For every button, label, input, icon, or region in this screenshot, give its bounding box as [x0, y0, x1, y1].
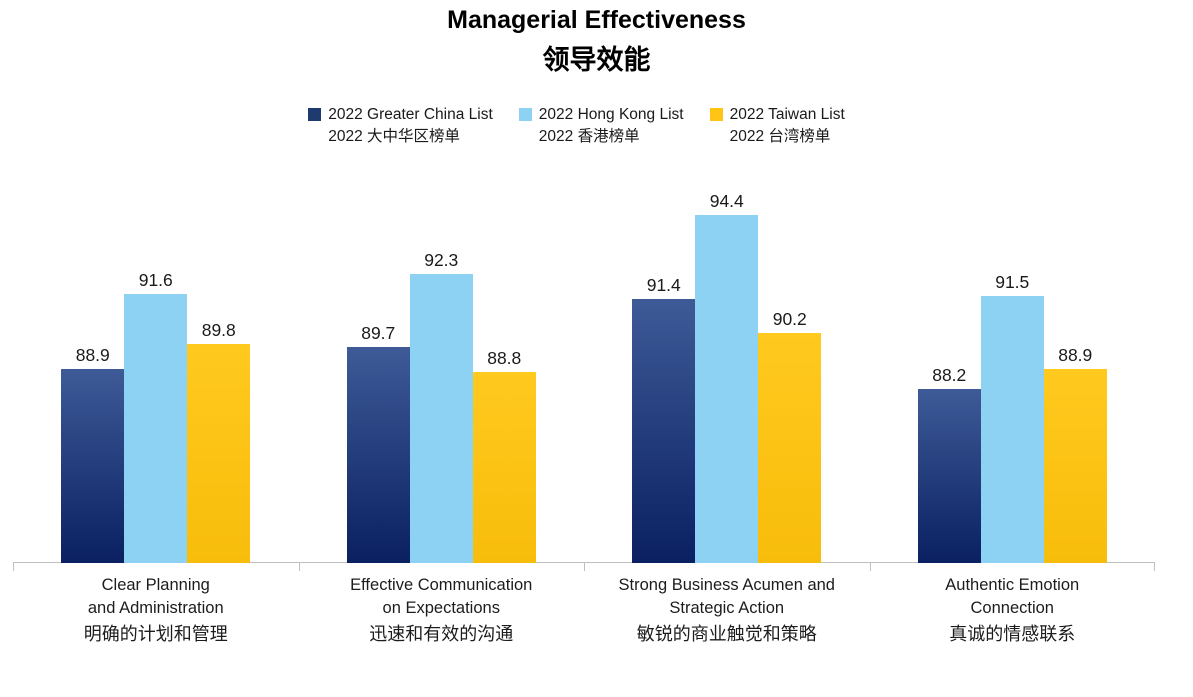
bar-column-taiwan: 89.8 [187, 320, 251, 563]
category-label-en-line: Effective Communication [350, 576, 533, 594]
category-label-en-line: on Expectations [382, 599, 500, 617]
category-label-en-line: and Administration [87, 599, 224, 617]
legend-label: 2022 Greater China List 2022 大中华区榜单 [328, 104, 493, 147]
legend-swatch-taiwan [709, 108, 723, 121]
bar-greater-china [61, 369, 125, 563]
bar-hong-kong [124, 293, 188, 563]
legend-label-zh: 2022 台湾榜单 [729, 127, 831, 145]
bar-value-label: 91.4 [646, 275, 681, 296]
bar-column-greater-china: 88.2 [917, 365, 981, 563]
category-label-zh-line: 真诚的情感联系 [949, 624, 1076, 644]
legend-label-zh: 2022 大中华区榜单 [328, 127, 461, 145]
category-label: Clear Planning and Administration 明确的计划和管理 [13, 574, 299, 648]
bar-column-hong-kong: 92.3 [409, 249, 473, 563]
legend-label-zh: 2022 香港榜单 [538, 127, 640, 145]
chart-title-zh: 领导效能 [542, 45, 651, 75]
bar-value-label: 90.2 [772, 308, 807, 329]
x-axis-tick [298, 563, 300, 571]
chart-title: Managerial Effectiveness [447, 6, 746, 34]
bar-greater-china [346, 346, 410, 563]
bar-value-label: 88.8 [487, 348, 522, 369]
bar-value-label: 92.3 [424, 249, 459, 270]
bar-taiwan [1043, 369, 1107, 563]
legend-swatch-hong-kong [518, 108, 532, 121]
category-label-zh-line: 迅速和有效的沟通 [369, 624, 514, 644]
bar-value-label: 91.6 [138, 269, 173, 290]
bar-group: 91.4 94.4 90.2 [584, 170, 870, 563]
x-axis [13, 562, 1155, 573]
bar-value-label: 89.7 [361, 322, 396, 343]
category-label-en-line: Strong Business Acumen and [618, 576, 835, 594]
category-label-zh-line: 明确的计划和管理 [83, 624, 228, 644]
legend-label-en: 2022 Greater China List [328, 106, 493, 123]
legend-label: 2022 Hong Kong List 2022 香港榜单 [539, 104, 684, 147]
bar-value-label: 88.9 [1058, 345, 1093, 366]
category-label-zh-line: 敏锐的商业触觉和策略 [636, 624, 817, 644]
bar-greater-china [917, 389, 981, 563]
bar-column-greater-china: 89.7 [346, 322, 410, 563]
legend-item-hong-kong: 2022 Hong Kong List 2022 香港榜单 [518, 104, 684, 147]
legend-label-en: 2022 Hong Kong List [538, 106, 684, 123]
bar-column-hong-kong: 94.4 [695, 190, 759, 563]
category-label: Authentic Emotion Connection 真诚的情感联系 [870, 574, 1156, 648]
bar-hong-kong [695, 214, 759, 563]
x-axis-tick [584, 563, 585, 571]
bar-column-taiwan: 88.9 [1043, 345, 1107, 563]
bar-column-hong-kong: 91.6 [124, 269, 188, 563]
category-label: Effective Communication on Expectations 迅速… [299, 574, 585, 648]
bar-hong-kong [980, 296, 1044, 563]
category-label-en-line: Authentic Emotion [945, 576, 1080, 594]
bar-column-taiwan: 88.8 [472, 348, 536, 563]
x-axis-tick [869, 563, 871, 571]
bar-column-taiwan: 90.2 [758, 308, 822, 563]
bar-taiwan [472, 372, 536, 563]
legend-swatch-greater-china [308, 108, 322, 121]
bar-column-greater-china: 91.4 [632, 275, 696, 563]
legend-item-taiwan: 2022 Taiwan List 2022 台湾榜单 [709, 104, 845, 147]
bar-hong-kong [409, 273, 473, 563]
bar-group: 88.2 91.5 88.9 [870, 170, 1156, 563]
category-label: Strong Business Acumen and Strategic Acti… [584, 574, 870, 648]
bar-group: 89.7 92.3 88.8 [299, 170, 585, 563]
legend-label-en: 2022 Taiwan List [729, 106, 845, 123]
bar-greater-china [632, 299, 696, 563]
bar-column-hong-kong: 91.5 [980, 272, 1044, 563]
bar-taiwan [187, 344, 251, 563]
category-label-en-line: Strategic Action [669, 599, 785, 617]
bar-taiwan [758, 332, 822, 563]
x-axis-tick [1154, 563, 1155, 571]
bar-column-greater-china: 88.9 [61, 345, 125, 563]
bar-value-label: 94.4 [709, 190, 744, 211]
bar-value-label: 89.8 [201, 320, 236, 340]
x-axis-tick [13, 563, 14, 571]
legend-item-greater-china: 2022 Greater China List 2022 大中华区榜单 [308, 104, 493, 147]
bar-value-label: 91.5 [995, 272, 1030, 293]
category-label-en-line: Clear Planning [101, 576, 210, 594]
legend: 2022 Greater China List 2022 大中华区榜单 2022… [0, 104, 1193, 147]
legend-label: 2022 Taiwan List 2022 台湾榜单 [730, 104, 845, 147]
bar-value-label: 88.9 [75, 345, 110, 366]
category-label-en-line: Connection [970, 599, 1054, 617]
bar-group: 88.9 91.6 89.8 [13, 170, 299, 563]
bar-value-label: 88.2 [932, 365, 967, 385]
